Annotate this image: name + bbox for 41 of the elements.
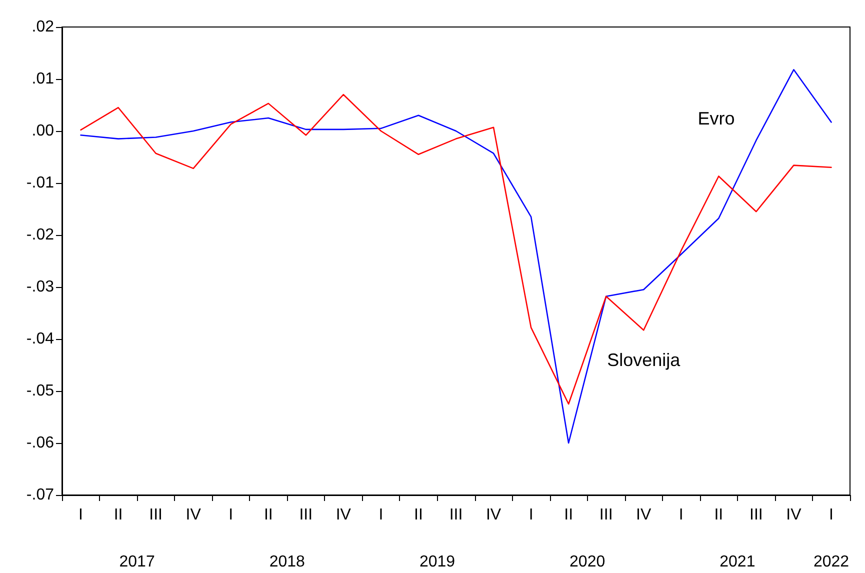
x-tick-label: II xyxy=(414,506,423,524)
y-tick-label: .00 xyxy=(32,122,54,140)
y-tick-label: .02 xyxy=(32,18,54,36)
text: 2019 xyxy=(419,554,456,570)
text: 2020 xyxy=(570,554,606,570)
x-tick-label: III xyxy=(299,506,313,524)
x-tick-label: IV xyxy=(336,506,352,524)
x-tick-label: II xyxy=(264,506,273,524)
y-tick-label: -.06 xyxy=(26,434,54,452)
x-tick-label: IV xyxy=(186,506,202,524)
x-tick-label: II xyxy=(564,506,574,524)
line-series xyxy=(80,94,832,405)
y-tick-label: -.03 xyxy=(26,278,54,296)
line-series xyxy=(80,68,832,444)
text: 2018 xyxy=(269,554,306,570)
x-tick-label: I xyxy=(378,506,384,524)
x-tick-label: II xyxy=(714,506,724,524)
text: 2017 xyxy=(119,554,155,570)
x-tick-label: I xyxy=(829,506,834,524)
x-tick-label: IV xyxy=(786,506,802,524)
y-tick-label: -.04 xyxy=(26,330,54,348)
x-tick-label: IV xyxy=(636,506,652,524)
series-label: Evro xyxy=(698,108,735,128)
x-tick-label: II xyxy=(114,506,123,524)
series-label: Slovenija xyxy=(607,350,682,370)
y-tick-label: -.05 xyxy=(26,382,54,400)
x-tick-label: III xyxy=(449,506,463,524)
y-tick-label: -.07 xyxy=(26,486,54,504)
x-tick-label: I xyxy=(678,506,684,524)
x-tick-label: I xyxy=(78,506,83,524)
x-tick-label: IV xyxy=(486,506,502,524)
x-tick-label: III xyxy=(149,506,162,524)
x-tick-label: III xyxy=(750,506,763,524)
text: 2022 xyxy=(813,554,850,570)
y-tick-label: -.01 xyxy=(26,174,54,192)
y-tick-label: -.02 xyxy=(26,226,54,244)
x-tick-label: III xyxy=(599,506,613,524)
x-tick-label: I xyxy=(228,506,234,524)
x-tick-label: I xyxy=(528,506,534,524)
y-tick-label: .01 xyxy=(32,70,54,88)
text: 2021 xyxy=(720,554,756,570)
